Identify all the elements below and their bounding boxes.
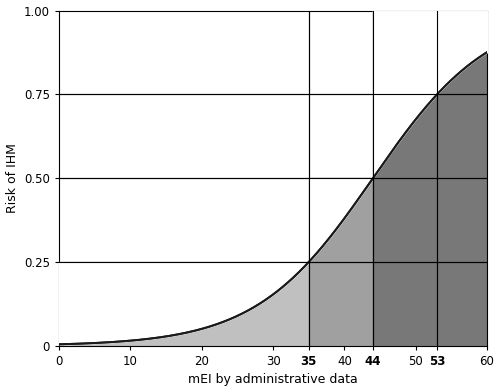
Bar: [59, 262, 308, 346]
X-axis label: mEI by administrative data: mEI by administrative data: [188, 374, 358, 387]
Bar: [373, 11, 487, 346]
Y-axis label: Risk of IHM: Risk of IHM: [6, 143, 18, 213]
Bar: [308, 178, 373, 346]
